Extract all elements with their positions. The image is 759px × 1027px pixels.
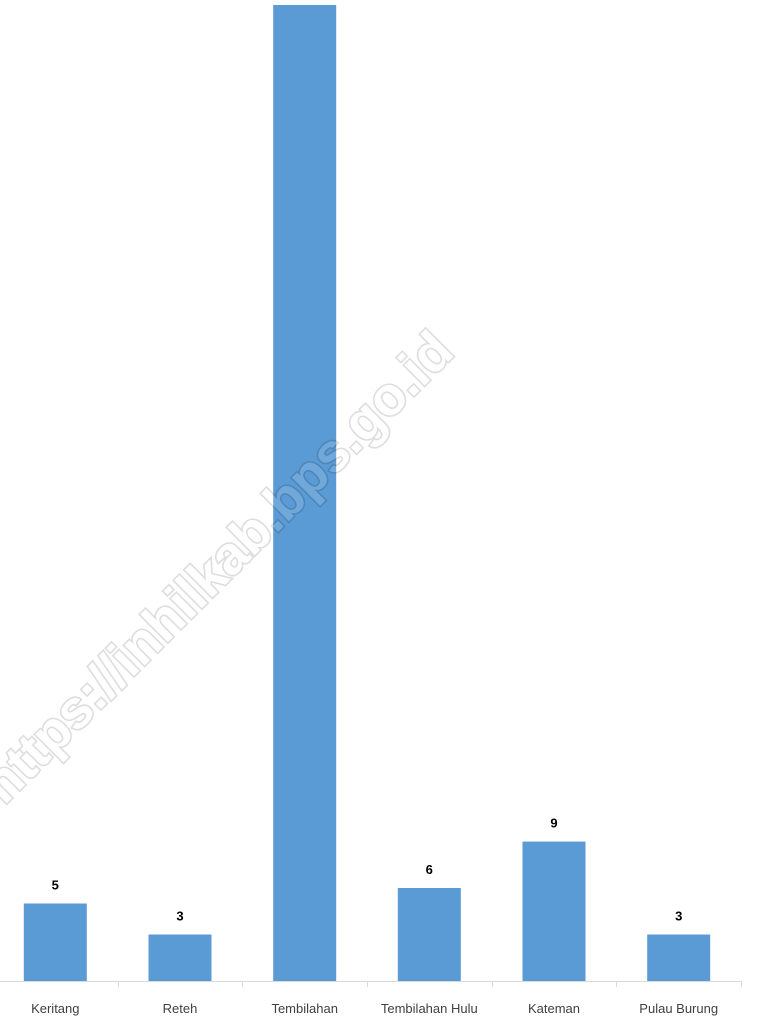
x-axis-ticks [118,981,742,987]
category-labels-group: Keritang Reteh Tembilahan Tembilahan Hulu Ka… [31,1001,718,1016]
value-label-tembilahan-hulu: 6 [426,862,433,877]
watermark-text: https://inhilkab.bps.go.id [0,320,464,814]
value-label-kateman: 9 [550,816,557,831]
category-label-pulau-burung: Pulau Burung [639,1001,718,1016]
bar-tembilahan-hulu [397,888,461,981]
bar-pulau-burung [647,934,711,981]
bars-group [23,5,711,981]
bar-tembilahan [273,5,337,981]
value-label-keritang: 5 [52,878,59,893]
bar-keritang [23,903,87,981]
value-label-pulau-burung: 3 [675,909,682,924]
value-labels-group: 5 3 6 9 3 [52,816,683,924]
bar-kateman [522,841,586,981]
value-label-reteh: 3 [176,909,183,924]
category-label-tembilahan-hulu: Tembilahan Hulu [381,1001,478,1016]
category-label-tembilahan: Tembilahan [271,1001,338,1016]
category-label-reteh: Reteh [163,1001,198,1016]
category-label-kateman: Kateman [528,1001,580,1016]
bar-reteh [148,934,212,981]
category-label-keritang: Keritang [31,1001,79,1016]
